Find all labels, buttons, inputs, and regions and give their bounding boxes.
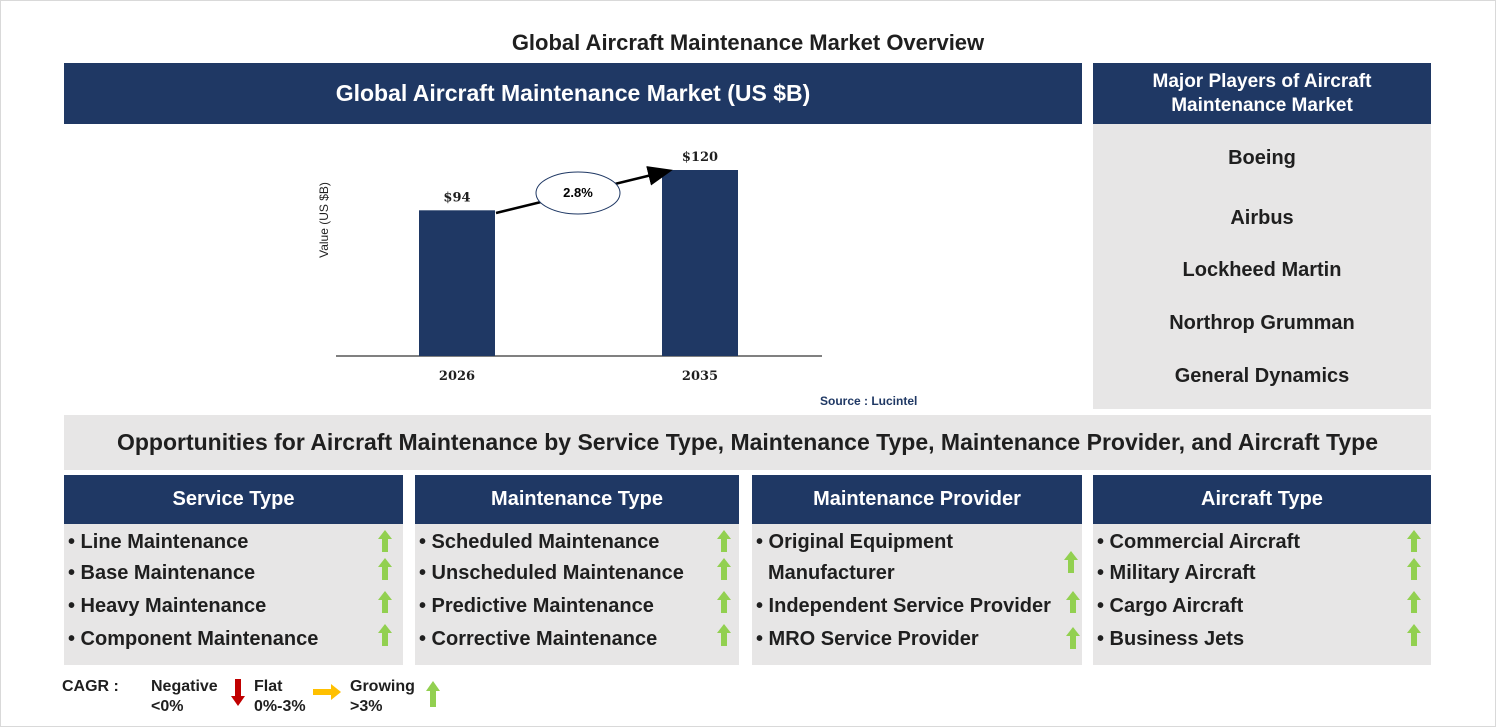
player-item: Lockheed Martin bbox=[1182, 259, 1342, 281]
category-body: • Scheduled Maintenance • Unscheduled Ma… bbox=[415, 524, 739, 665]
legend-growing: Growing >3% bbox=[350, 677, 415, 717]
player-item: Boeing bbox=[1228, 147, 1296, 169]
category-item: • Commercial Aircraft bbox=[1097, 531, 1300, 553]
category-header: Service Type bbox=[64, 475, 403, 524]
player-item: Northrop Grumman bbox=[1169, 312, 1355, 334]
y-axis-label: Value (US $B) bbox=[317, 182, 331, 258]
legend-growing-label: Growing bbox=[350, 678, 415, 695]
x-tick-label: 2035 bbox=[682, 369, 718, 384]
legend-flat-range: 0%-3% bbox=[254, 698, 306, 715]
category-body: • Line Maintenance • Base Maintenance • … bbox=[64, 524, 403, 665]
category-item: • Business Jets bbox=[1097, 628, 1245, 650]
category-header: Aircraft Type bbox=[1093, 475, 1431, 524]
category-header: Maintenance Type bbox=[415, 475, 739, 524]
category-item: • Independent Service Provider bbox=[756, 595, 1051, 617]
growth-up-arrow-icon bbox=[1407, 558, 1421, 580]
growth-up-arrow-icon bbox=[378, 624, 392, 646]
category-body: • Original Equipment Manufacturer • Inde… bbox=[752, 524, 1082, 665]
growth-up-arrow-icon bbox=[378, 530, 392, 552]
category-item: • Scheduled Maintenance bbox=[419, 531, 660, 553]
bar-2035 bbox=[662, 170, 738, 356]
growth-up-arrow-icon bbox=[1407, 624, 1421, 646]
category-aircraft-type: Aircraft Type • Commercial Aircraft • Mi… bbox=[1093, 475, 1431, 665]
growth-up-arrow-icon bbox=[1407, 530, 1421, 552]
growing-up-arrow-icon bbox=[426, 681, 440, 707]
category-item: • Cargo Aircraft bbox=[1097, 595, 1244, 617]
growth-up-arrow-icon bbox=[1407, 591, 1421, 613]
bar-chart: Value (US $B) $94 2026 $120 2035 2.8% bbox=[317, 150, 822, 384]
legend-flat: Flat 0%-3% bbox=[254, 677, 306, 717]
source-note: Source : Lucintel bbox=[820, 394, 918, 408]
category-maintenance-type: Maintenance Type • Scheduled Maintenance… bbox=[415, 475, 739, 665]
growth-up-arrow-icon bbox=[1064, 551, 1078, 573]
bar-value-label: $120 bbox=[682, 150, 718, 165]
legend-negative-range: <0% bbox=[151, 698, 184, 715]
growth-up-arrow-icon bbox=[378, 558, 392, 580]
legend-cagr-label: CAGR : bbox=[62, 678, 119, 695]
cagr-label: 2.8% bbox=[563, 185, 593, 200]
player-item: General Dynamics bbox=[1174, 365, 1350, 387]
category-item: • Unscheduled Maintenance bbox=[419, 562, 684, 584]
page-title: Global Aircraft Maintenance Market Overv… bbox=[511, 30, 985, 55]
category-item: • MRO Service Provider bbox=[756, 628, 979, 650]
negative-down-arrow-icon bbox=[231, 679, 245, 706]
category-item: • Original Equipment bbox=[756, 531, 954, 553]
category-header: Maintenance Provider bbox=[752, 475, 1082, 524]
bar-2026 bbox=[419, 210, 495, 356]
growth-up-arrow-icon bbox=[1066, 591, 1080, 613]
category-service-type: Service Type • Line Maintenance • Base M… bbox=[64, 475, 403, 665]
growth-up-arrow-icon bbox=[717, 530, 731, 552]
category-item: • Predictive Maintenance bbox=[419, 595, 654, 617]
flat-right-arrow-icon bbox=[313, 684, 341, 700]
growth-up-arrow-icon bbox=[717, 624, 731, 646]
category-item: • Line Maintenance bbox=[68, 531, 249, 553]
category-item: • Base Maintenance bbox=[68, 562, 256, 584]
legend-negative: Negative <0% bbox=[151, 677, 218, 717]
category-item-continuation: Manufacturer bbox=[768, 562, 895, 584]
cagr-bubble bbox=[535, 171, 621, 215]
category-maintenance-provider: Maintenance Provider • Original Equipmen… bbox=[752, 475, 1082, 665]
opportunities-banner: Opportunities for Aircraft Maintenance b… bbox=[64, 415, 1431, 470]
legend-negative-label: Negative bbox=[151, 678, 218, 695]
players-list: Boeing Airbus Lockheed Martin Northrop G… bbox=[1093, 124, 1431, 409]
legend-flat-label: Flat bbox=[254, 678, 283, 695]
category-item: • Heavy Maintenance bbox=[68, 595, 267, 617]
category-body: • Commercial Aircraft • Military Aircraf… bbox=[1093, 524, 1431, 665]
growth-up-arrow-icon bbox=[717, 558, 731, 580]
legend-growing-range: >3% bbox=[350, 698, 383, 715]
player-item: Airbus bbox=[1230, 207, 1294, 229]
chart-header: Global Aircraft Maintenance Market (US $… bbox=[64, 63, 1082, 124]
growth-up-arrow-icon bbox=[378, 591, 392, 613]
growth-up-arrow-icon bbox=[1066, 627, 1080, 649]
growth-up-arrow-icon bbox=[717, 591, 731, 613]
bar-value-label: $94 bbox=[443, 190, 470, 205]
category-item: • Component Maintenance bbox=[68, 628, 319, 650]
players-header: Major Players of Aircraft Maintenance Ma… bbox=[1093, 63, 1431, 124]
x-tick-label: 2026 bbox=[439, 369, 475, 384]
category-item: • Military Aircraft bbox=[1097, 562, 1256, 584]
category-item: • Corrective Maintenance bbox=[419, 628, 658, 650]
